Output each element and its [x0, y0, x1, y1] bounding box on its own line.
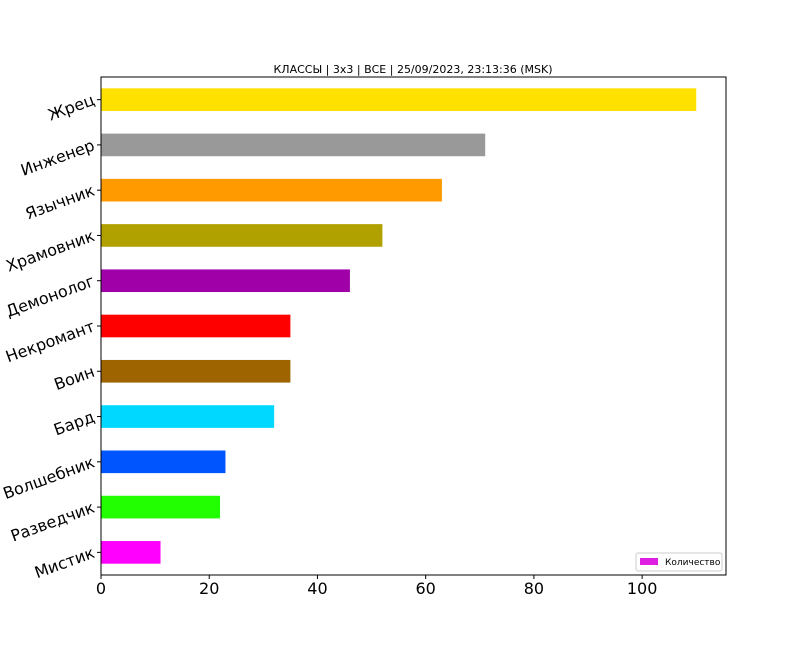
category-label: Жрец [45, 90, 97, 124]
bar-8 [101, 224, 383, 247]
category-label: Разведчик [8, 498, 97, 546]
bar-9 [101, 178, 442, 202]
chart-title: КЛАССЫ | 3x3 | ВСЕ | 25/09/2023, 23:13:3… [273, 63, 552, 76]
x-tick-label: 20 [199, 579, 219, 598]
category-label: Храмовник [3, 226, 97, 276]
bar-6 [101, 314, 291, 338]
category-label: Воин [51, 362, 97, 394]
category-label: Некромант [3, 317, 97, 367]
x-tick-label: 100 [627, 579, 658, 598]
x-tick-label: 60 [415, 579, 435, 598]
x-tick-label: 40 [307, 579, 327, 598]
bar-1 [101, 541, 161, 564]
category-label: Язычник [23, 181, 98, 224]
bar-3 [101, 450, 226, 474]
bar-11 [101, 88, 697, 111]
legend: Количество [635, 552, 723, 572]
bars-group [101, 88, 697, 564]
plot-frame [100, 76, 727, 576]
x-tick-label: 0 [96, 579, 106, 598]
x-tick-label: 80 [524, 579, 544, 598]
legend-box [635, 552, 723, 572]
bar-4 [101, 405, 275, 428]
category-label: Бард [51, 407, 97, 439]
bar-7 [101, 269, 350, 293]
legend-swatch [640, 558, 658, 565]
bar-5 [101, 359, 291, 383]
bar-10 [101, 133, 486, 157]
x-axis-ticks: 0 20 40 60 80 100 [96, 575, 657, 598]
category-label: Мистик [32, 543, 97, 582]
category-label: Волшебник [0, 452, 97, 503]
category-label: Демонолог [3, 271, 97, 321]
category-label: Инженер [18, 136, 97, 180]
bar-2 [101, 495, 221, 519]
legend-label: Количество [665, 558, 721, 568]
